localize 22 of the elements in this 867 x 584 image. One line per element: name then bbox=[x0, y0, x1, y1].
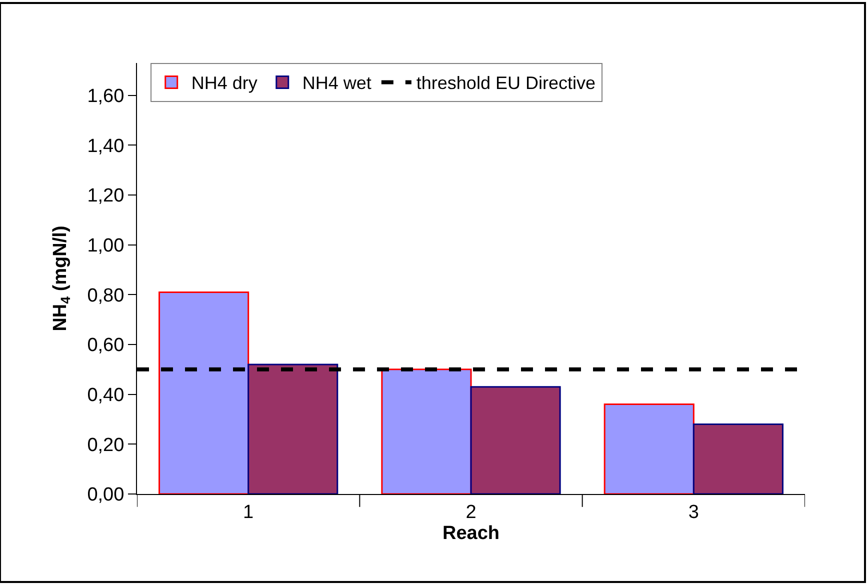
x-tick-label: 1 bbox=[243, 502, 254, 523]
y-tick-label: 0,20 bbox=[87, 434, 124, 456]
y-tick-label: 0,00 bbox=[87, 484, 124, 506]
legend-label: NH4 wet bbox=[302, 73, 372, 94]
bar bbox=[248, 364, 338, 494]
legend-label: threshold EU Directive bbox=[416, 73, 596, 94]
bar bbox=[470, 386, 561, 494]
bar bbox=[692, 423, 784, 494]
bar bbox=[604, 404, 694, 494]
x-axis-title: Reach bbox=[442, 522, 500, 544]
y-tick-label: 1,60 bbox=[87, 86, 124, 108]
x-tick-label: 3 bbox=[688, 502, 699, 523]
y-tick-label: 1,40 bbox=[87, 136, 124, 157]
bar bbox=[158, 291, 250, 494]
y-tick-label: 0,40 bbox=[87, 385, 124, 406]
y-tick-label: 0,80 bbox=[87, 285, 124, 306]
y-tick-label: 0,60 bbox=[87, 335, 124, 356]
bar bbox=[381, 368, 472, 494]
y-tick-label: 1,20 bbox=[87, 186, 124, 207]
y-tick-label: 1,00 bbox=[87, 236, 124, 257]
x-tick-label: 2 bbox=[466, 502, 476, 523]
legend-label: NH4 dry bbox=[191, 73, 258, 94]
